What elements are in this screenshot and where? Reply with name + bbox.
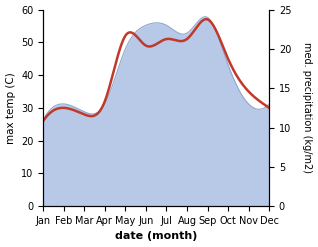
Y-axis label: max temp (C): max temp (C) (5, 72, 16, 144)
Y-axis label: med. precipitation (kg/m2): med. precipitation (kg/m2) (302, 42, 313, 173)
X-axis label: date (month): date (month) (115, 231, 197, 242)
